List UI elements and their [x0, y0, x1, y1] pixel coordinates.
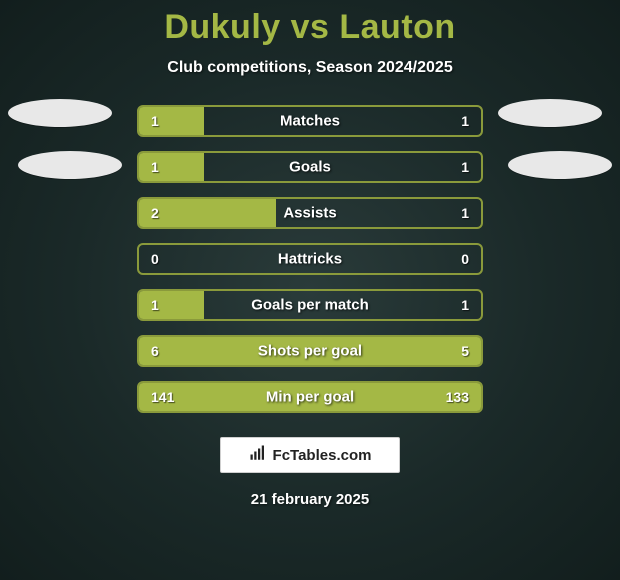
- stat-value-left: 2: [151, 205, 159, 221]
- stat-label: Assists: [283, 205, 336, 222]
- decor-ellipse: [8, 99, 112, 127]
- stat-value-right: 5: [461, 343, 469, 359]
- decor-ellipse: [508, 151, 612, 179]
- stat-value-left: 141: [151, 389, 174, 405]
- decor-ellipse: [498, 99, 602, 127]
- stat-fill-left: [139, 291, 204, 319]
- stat-row: 1 1 Goals: [137, 151, 483, 183]
- stat-value-right: 1: [461, 159, 469, 175]
- decor-ellipse: [18, 151, 122, 179]
- page-title: Dukuly vs Lauton: [164, 8, 455, 47]
- stat-row: 0 0 Hattricks: [137, 243, 483, 275]
- stat-label: Goals per match: [251, 297, 369, 314]
- stat-fill-left: [139, 199, 276, 227]
- stat-row: 141 133 Min per goal: [137, 381, 483, 413]
- stat-row: 2 1 Assists: [137, 197, 483, 229]
- date-text: 21 february 2025: [251, 491, 369, 508]
- infographic: Dukuly vs Lauton Club competitions, Seas…: [0, 0, 620, 580]
- subtitle: Club competitions, Season 2024/2025: [167, 59, 452, 77]
- stat-row: 1 1 Matches: [137, 105, 483, 137]
- stat-fill-left: [139, 153, 204, 181]
- chart-bars-icon: [249, 444, 267, 467]
- stat-fill-left: [139, 107, 204, 135]
- stat-label: Hattricks: [278, 251, 342, 268]
- stat-value-right: 1: [461, 113, 469, 129]
- brand-text: FcTables.com: [273, 447, 372, 464]
- stat-label: Shots per goal: [258, 343, 362, 360]
- stats-container: 1 1 Matches 1 1 Goals 2 1 Assists 0 0 Hattricks 1 1 Go…: [0, 105, 620, 413]
- stat-value-right: 133: [446, 389, 469, 405]
- stat-value-left: 6: [151, 343, 159, 359]
- stat-label: Min per goal: [266, 389, 354, 406]
- stat-row: 6 5 Shots per goal: [137, 335, 483, 367]
- stat-value-left: 0: [151, 251, 159, 267]
- stat-value-left: 1: [151, 113, 159, 129]
- stat-row: 1 1 Goals per match: [137, 289, 483, 321]
- stat-value-right: 1: [461, 297, 469, 313]
- stat-value-left: 1: [151, 297, 159, 313]
- stat-value-right: 0: [461, 251, 469, 267]
- stat-value-left: 1: [151, 159, 159, 175]
- stat-label: Goals: [289, 159, 331, 176]
- brand-badge: FcTables.com: [220, 437, 400, 473]
- stat-value-right: 1: [461, 205, 469, 221]
- stat-label: Matches: [280, 113, 340, 130]
